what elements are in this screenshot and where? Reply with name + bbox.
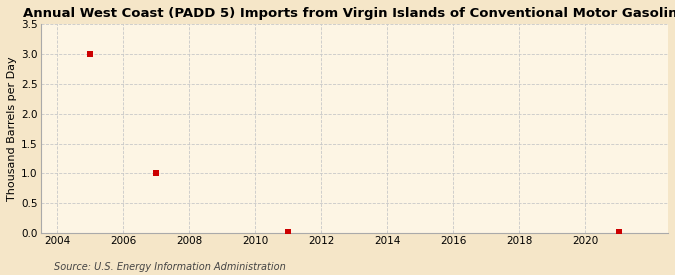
- Point: [283, 230, 294, 234]
- Point: [613, 230, 624, 234]
- Text: Source: U.S. Energy Information Administration: Source: U.S. Energy Information Administ…: [54, 262, 286, 272]
- Y-axis label: Thousand Barrels per Day: Thousand Barrels per Day: [7, 56, 17, 201]
- Title: Annual West Coast (PADD 5) Imports from Virgin Islands of Conventional Motor Gas: Annual West Coast (PADD 5) Imports from …: [22, 7, 675, 20]
- Point: [84, 52, 95, 56]
- Point: [151, 171, 161, 176]
